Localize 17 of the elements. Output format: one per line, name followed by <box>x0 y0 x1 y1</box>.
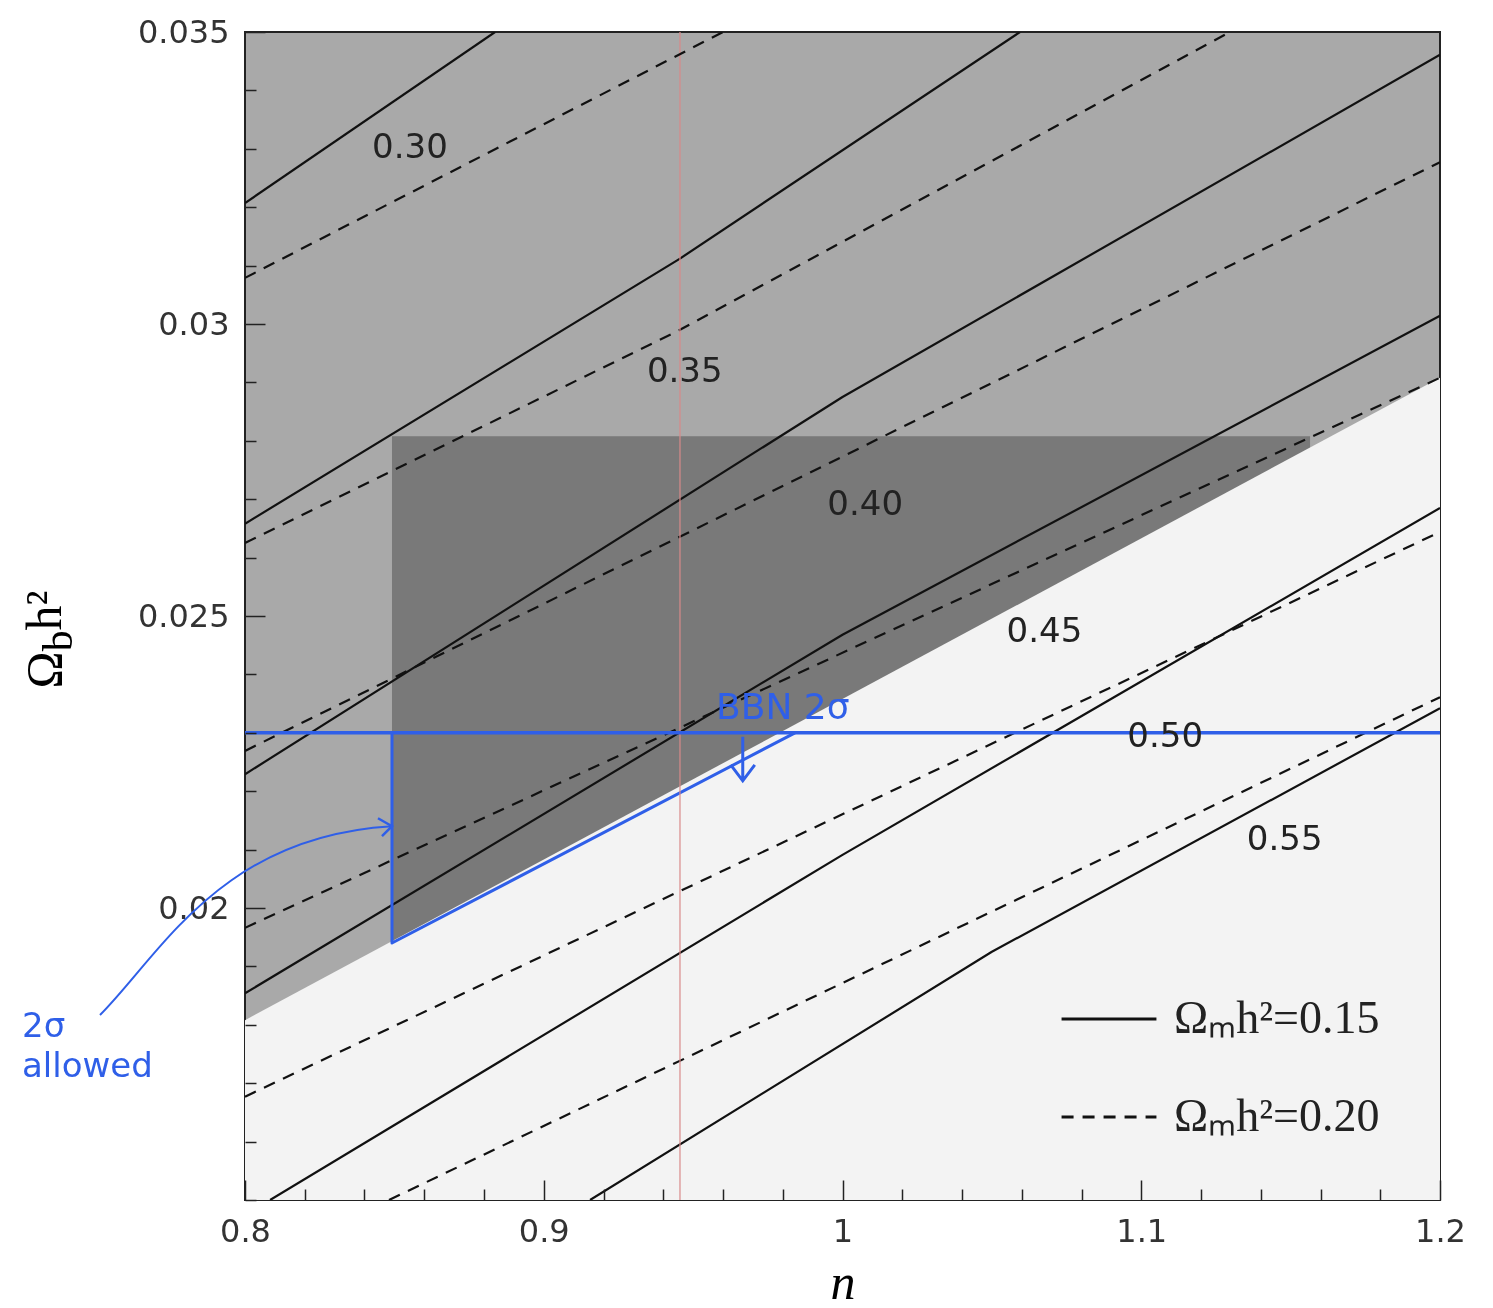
annotation: 0.55 <box>1246 818 1323 859</box>
y-tick-label: 0.035 <box>137 12 230 51</box>
legend-label: Ωₘh²=0.15 <box>1174 992 1380 1043</box>
x-tick-label: 1.2 <box>1415 1211 1466 1250</box>
annotation: 0.45 <box>1006 610 1083 651</box>
y-tick-label: 0.03 <box>158 304 230 343</box>
y-tick-label: 0.025 <box>137 596 230 635</box>
annotation: 0.30 <box>372 125 448 166</box>
x-tick-label: 0.9 <box>518 1211 570 1250</box>
legend-label: Ωₘh²=0.20 <box>1174 1090 1380 1141</box>
x-tick-label: 1 <box>832 1211 854 1250</box>
annotation: 0.35 <box>646 349 723 390</box>
x-axis-title: n <box>830 1253 856 1308</box>
annotation: 0.40 <box>827 483 904 524</box>
x-tick-label: 0.8 <box>220 1211 271 1250</box>
annotation: 2σ allowed <box>22 1005 154 1085</box>
x-tick-label: 1.1 <box>1116 1211 1168 1250</box>
